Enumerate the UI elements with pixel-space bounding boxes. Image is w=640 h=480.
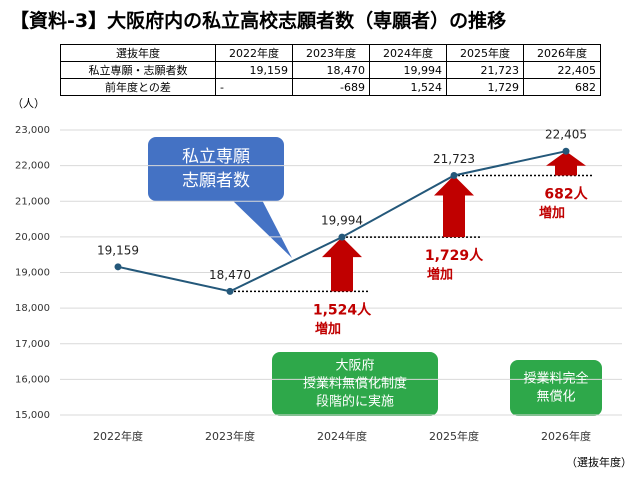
- increase-note: 増加: [427, 267, 453, 283]
- value-label: 21,723: [433, 152, 475, 166]
- y-tick-label: 23,000: [15, 125, 50, 136]
- callout-text: 志願者数: [182, 171, 250, 191]
- table-cell: 1,524: [369, 78, 447, 96]
- callout-text: 授業料完全: [523, 371, 588, 387]
- increase-note: 増加: [315, 321, 341, 337]
- value-label: 18,470: [209, 268, 251, 282]
- table-cell: 682: [523, 78, 601, 96]
- table-row: 選抜年度 2022年度 2023年度 2024年度 2025年度 2026年度: [60, 44, 601, 62]
- data-point: [450, 171, 458, 179]
- policy-box: [272, 352, 438, 416]
- data-point: [226, 287, 234, 295]
- callout-text: 段階的に実施: [316, 394, 394, 410]
- callout-box: [148, 137, 284, 201]
- x-axis-label: （選抜年度）: [566, 455, 632, 469]
- data-point: [338, 233, 346, 241]
- y-axis-label: （人）: [12, 97, 45, 110]
- value-label: 19,994: [321, 214, 363, 228]
- y-tick-label: 18,000: [15, 303, 50, 314]
- y-tick-label: 17,000: [15, 339, 50, 350]
- increase-amount: 1,729人: [425, 247, 484, 264]
- x-tick-label: 2026年度: [541, 429, 591, 443]
- value-label: 19,159: [97, 243, 139, 257]
- callout-text: 私立専願: [182, 147, 250, 167]
- table-cell: -689: [292, 78, 370, 96]
- table-row: 前年度との差 - -689 1,524 1,729 682: [60, 78, 601, 96]
- y-tick-label: 19,000: [15, 268, 50, 279]
- increase-arrow: [434, 175, 474, 238]
- x-tick-label: 2022年度: [93, 429, 143, 443]
- table-cell: 前年度との差: [60, 78, 216, 96]
- data-table: 選抜年度 2022年度 2023年度 2024年度 2025年度 2026年度 私立専願・志…: [60, 44, 601, 96]
- table-cell: -: [215, 78, 293, 96]
- table-cell: 2026年度: [523, 44, 601, 62]
- callout-text: 授業料無償化制度: [303, 376, 407, 392]
- x-tick-label: 2025年度: [429, 429, 479, 443]
- y-tick-label: 15,000: [15, 410, 50, 421]
- data-point: [114, 263, 122, 271]
- table-cell: 19,159: [215, 61, 293, 79]
- data-point: [562, 147, 570, 155]
- y-tick-label: 21,000: [15, 196, 50, 207]
- callout-text: 無償化: [536, 390, 575, 405]
- table-cell: 1,729: [446, 78, 524, 96]
- increase-amount: 682人: [544, 185, 588, 202]
- y-tick-label: 22,000: [15, 161, 50, 172]
- y-tick-label: 16,000: [15, 374, 50, 385]
- page-title: 【資料-3】大阪府内の私立高校志願者数（専願者）の推移: [10, 10, 507, 32]
- table-cell: 2023年度: [292, 44, 370, 62]
- x-tick-label: 2024年度: [317, 429, 367, 443]
- increase-amount: 1,524人: [313, 301, 372, 318]
- callout-pointer: [232, 200, 292, 258]
- table-cell: 18,470: [292, 61, 370, 79]
- callout-text: 大阪府: [335, 359, 374, 374]
- increase-arrow: [546, 151, 586, 176]
- increase-note: 増加: [539, 205, 565, 221]
- table-cell: 2022年度: [215, 44, 293, 62]
- x-tick-label: 2023年度: [205, 429, 255, 443]
- policy-box: [510, 360, 602, 416]
- y-tick-label: 20,000: [15, 232, 50, 243]
- increase-arrow: [322, 237, 362, 292]
- value-label: 22,405: [545, 128, 587, 142]
